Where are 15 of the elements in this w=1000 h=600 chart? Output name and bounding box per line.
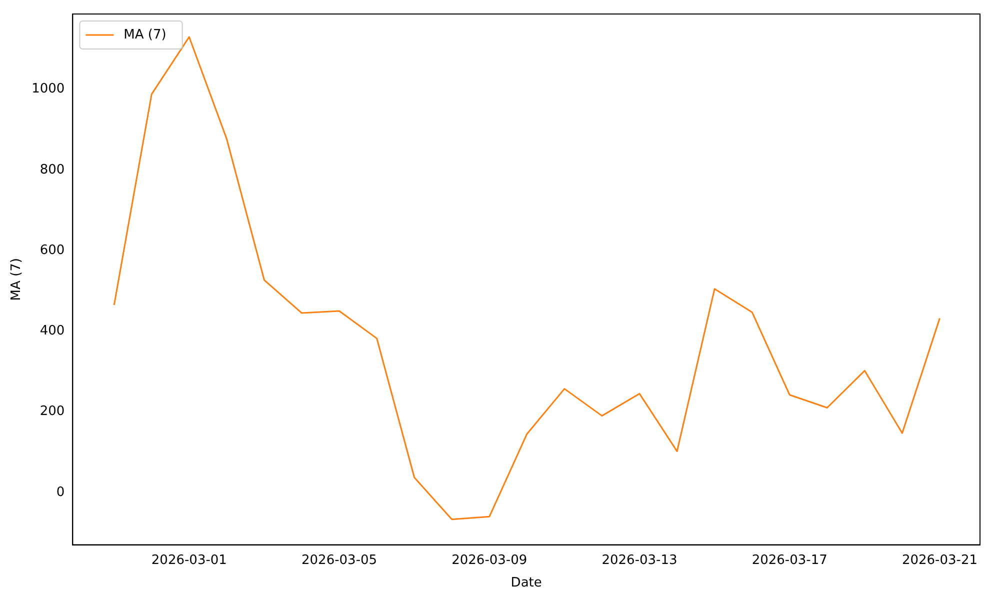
x-tick-label: 2026-03-01 bbox=[151, 552, 227, 568]
x-tick-label: 2026-03-17 bbox=[752, 552, 828, 568]
y-tick-label: 0 bbox=[56, 484, 65, 500]
y-tick-label: 1000 bbox=[32, 82, 65, 97]
x-tick-label: 2026-03-21 bbox=[902, 552, 978, 568]
y-axis-title: MA (7) bbox=[9, 258, 24, 301]
x-tick-label: 2026-03-05 bbox=[302, 552, 378, 568]
y-tick-label: 400 bbox=[40, 324, 65, 339]
y-tick-label: 800 bbox=[40, 162, 65, 178]
x-tick-label: 2026-03-09 bbox=[452, 552, 528, 568]
legend-label: MA (7) bbox=[124, 27, 166, 42]
x-tick-label: 2026-03-13 bbox=[602, 552, 678, 568]
y-tick-label: 200 bbox=[40, 404, 65, 420]
x-axis-title: Date bbox=[510, 576, 542, 591]
y-tick-label: 600 bbox=[40, 242, 65, 258]
